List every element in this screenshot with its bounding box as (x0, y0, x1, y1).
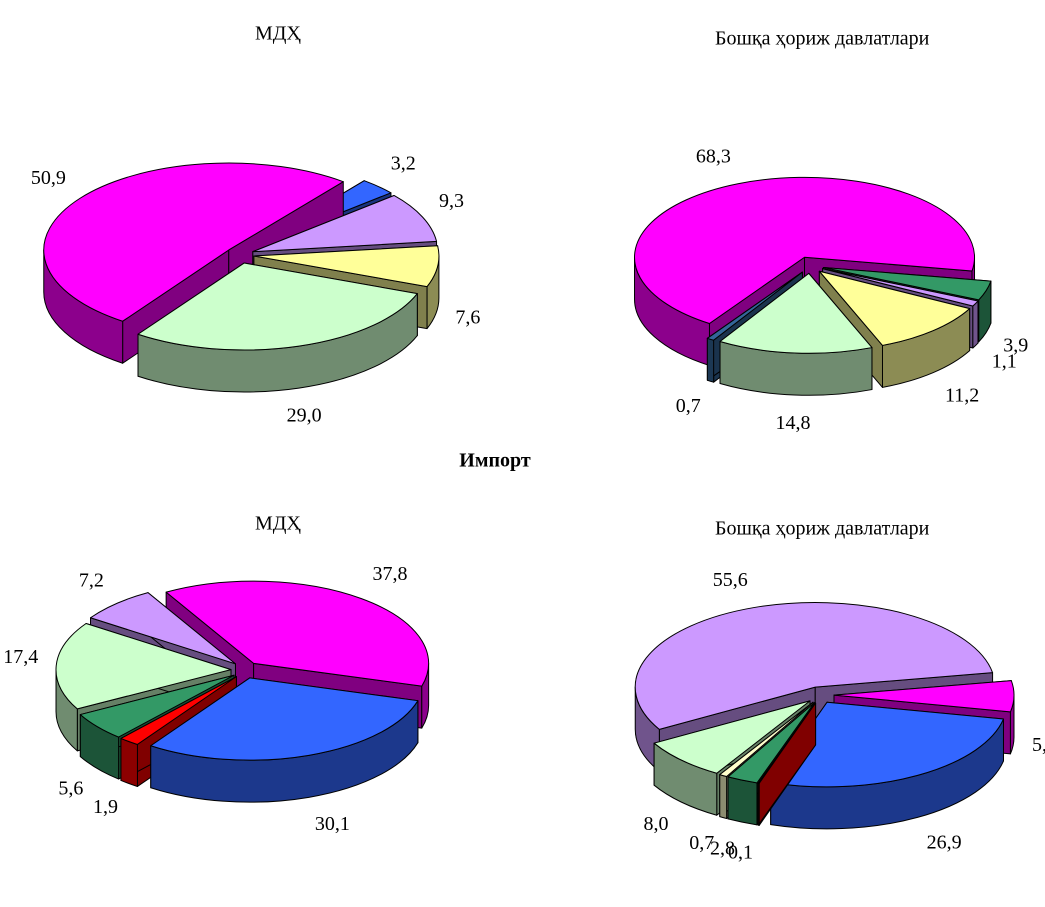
slice-top (634, 602, 994, 730)
value-label: 3,2 (391, 152, 416, 174)
value-label: 0,7 (676, 395, 701, 417)
slice-top (719, 272, 873, 354)
slice-wall (757, 782, 760, 826)
value-label: 50,9 (31, 167, 66, 189)
pie-chart: Бошқа ҳориж давлатлари 68,3 3,91,1 11,2 14,8… (634, 28, 1028, 434)
slice-top (43, 162, 344, 322)
slice-wall (719, 774, 728, 819)
slice-wall (727, 776, 758, 826)
slice-top (822, 268, 979, 307)
slice-top (120, 676, 237, 745)
chart-title: МДҲ (255, 23, 301, 45)
slice-top (770, 701, 1004, 788)
slice (770, 701, 1004, 830)
value-label: 26,9 (927, 832, 962, 854)
slice-top (653, 700, 811, 774)
slice-top (818, 270, 971, 346)
value-label: 14,8 (775, 412, 810, 434)
value-label: 2,8 (710, 838, 735, 860)
value-label: 0,1 (728, 841, 753, 863)
chart-title: МДҲ (255, 513, 301, 535)
value-label: 55,6 (713, 569, 748, 591)
slice-top (727, 702, 815, 784)
slice-top (137, 262, 418, 351)
chart-title: Бошқа ҳориж давлатлари (715, 518, 930, 540)
slice-top (634, 176, 975, 325)
slice (719, 272, 873, 396)
pie-chart: МДҲ 37,8 30,1 1,9 5,6 17,4 7,2 (3, 513, 430, 835)
slice (757, 702, 817, 826)
value-label: 8,0 (644, 813, 669, 835)
value-label: 68,3 (696, 145, 731, 167)
value-label: 0,7 (689, 832, 714, 854)
pie-chart: МДҲ 50,9 3,2 9,3 7,6 29,0 (31, 23, 481, 427)
slice-top (719, 701, 814, 777)
value-label: 29,0 (287, 404, 322, 426)
slice-wall (120, 737, 138, 787)
pie-chart: Бошқа ҳориж давлатлари 55,6 5,9 26,9 0,12,80… (634, 518, 1045, 863)
value-label: 17,4 (3, 646, 38, 668)
value-label: 5,6 (58, 778, 83, 800)
section-heading: Импорт (459, 450, 531, 472)
slice-top (55, 623, 232, 710)
value-label: 37,8 (373, 563, 408, 585)
slice (137, 262, 418, 393)
value-label: 1,9 (93, 796, 118, 818)
value-label: 9,3 (439, 190, 464, 212)
slice-top (253, 245, 440, 288)
slice-top (252, 194, 438, 253)
slice-wall (706, 337, 715, 383)
value-label: 5,9 (1032, 734, 1045, 756)
value-label: 3,9 (1003, 335, 1028, 357)
slice-top (757, 702, 817, 784)
slice-top (833, 680, 1015, 713)
value-label: 30,1 (315, 813, 350, 835)
value-label: 7,6 (455, 307, 480, 329)
value-label: 7,2 (79, 569, 104, 591)
slice-top (90, 592, 236, 665)
chart-title: Бошқа ҳориж давлатлари (715, 28, 930, 50)
slice-top (165, 580, 430, 687)
value-label: 1,1 (992, 351, 1017, 373)
slice-top (706, 271, 803, 341)
slice-top (822, 266, 992, 301)
slice-wall (972, 300, 979, 349)
value-label: 11,2 (945, 384, 979, 406)
slice-top (79, 674, 235, 738)
slice (150, 677, 419, 803)
slice-top (150, 677, 419, 761)
